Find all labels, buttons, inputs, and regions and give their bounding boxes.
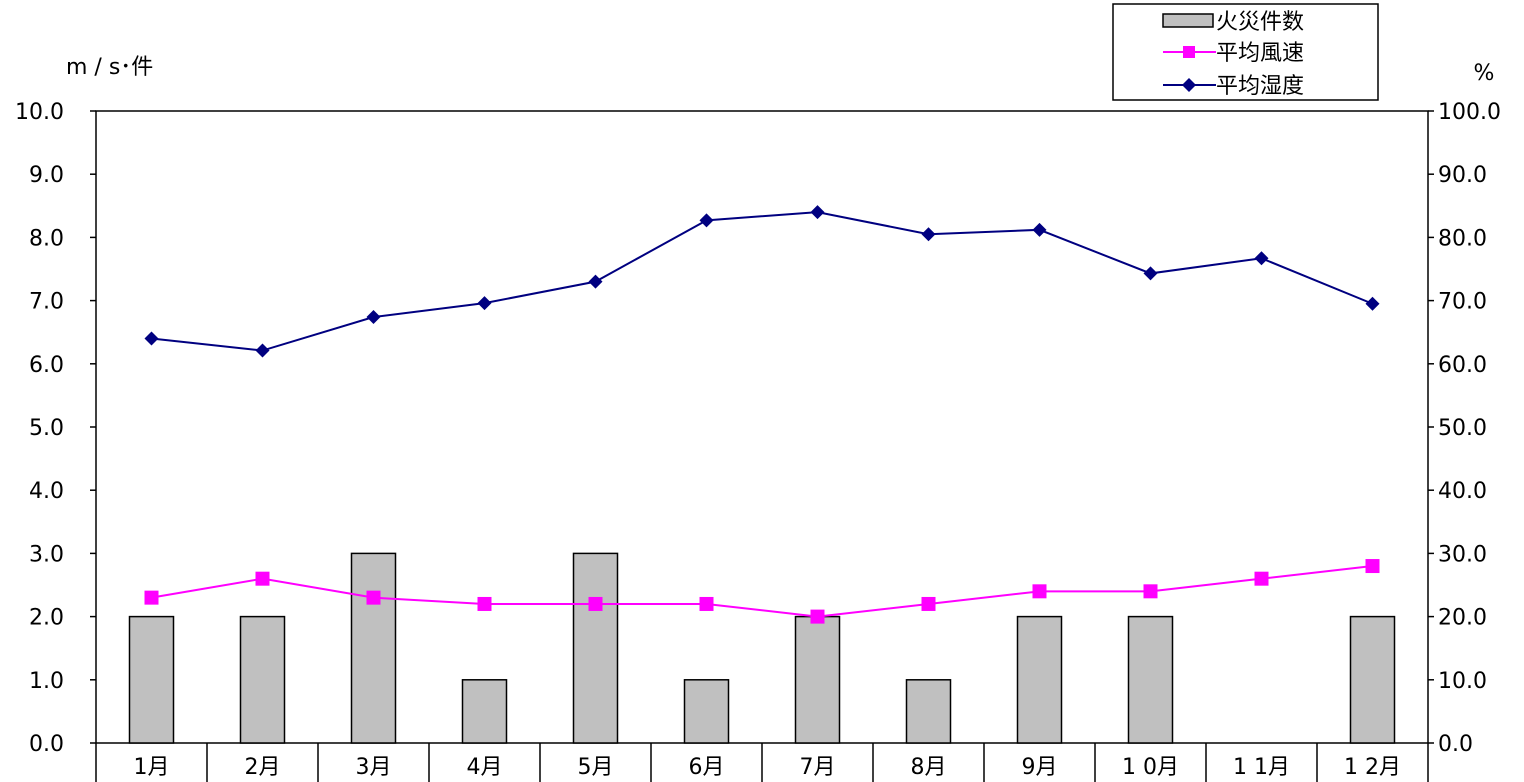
point-wind-speed <box>1144 584 1158 598</box>
bar-fire-count <box>241 617 285 743</box>
left-tick-label: 5.0 <box>29 416 64 441</box>
left-tick-label: 8.0 <box>29 226 64 251</box>
right-tick-label: 80.0 <box>1438 226 1487 251</box>
point-wind-speed <box>1033 584 1047 598</box>
right-tick-label: 50.0 <box>1438 416 1487 441</box>
left-tick-label: 10.0 <box>15 100 64 125</box>
category-label: 8月 <box>911 755 947 780</box>
bar-fire-count <box>1018 617 1062 743</box>
right-axis-unit: % <box>1474 61 1495 86</box>
left-tick-label: 2.0 <box>29 606 64 631</box>
right-tick-label: 70.0 <box>1438 290 1487 315</box>
category-label: 2月 <box>245 755 281 780</box>
point-wind-speed <box>922 597 936 611</box>
bar-fire-count <box>907 680 951 743</box>
category-label: 4月 <box>467 755 503 780</box>
category-axis: 1月 2月 3月 4月 5月 6月 7月 8月 9月 1 0月 1 1月 1 2月 <box>96 743 1428 782</box>
point-wind-speed <box>1255 572 1269 586</box>
point-wind-speed <box>145 591 159 605</box>
right-tick-label: 20.0 <box>1438 606 1487 631</box>
legend-marker-wind-speed <box>1183 46 1195 58</box>
category-label: 3月 <box>356 755 392 780</box>
bar-fire-count <box>463 680 507 743</box>
bar-fire-count <box>352 553 396 743</box>
left-tick-label: 4.0 <box>29 479 64 504</box>
right-tick-label: 100.0 <box>1438 100 1501 125</box>
legend-label-humidity: 平均湿度 <box>1216 74 1304 99</box>
point-wind-speed <box>700 597 714 611</box>
category-label: 1 1月 <box>1233 755 1290 780</box>
category-label: 7月 <box>800 755 836 780</box>
bar-fire-count <box>130 617 174 743</box>
bar-fire-count <box>1129 617 1173 743</box>
right-tick-label: 30.0 <box>1438 542 1487 567</box>
left-tick-label: 7.0 <box>29 290 64 315</box>
point-wind-speed <box>1366 559 1380 573</box>
point-wind-speed <box>478 597 492 611</box>
right-tick-label: 90.0 <box>1438 163 1487 188</box>
bar-fire-count <box>574 553 618 743</box>
bar-fire-count <box>796 617 840 743</box>
right-tick-label: 10.0 <box>1438 669 1487 694</box>
point-wind-speed <box>256 572 270 586</box>
legend-label-wind-speed: 平均風速 <box>1216 41 1304 66</box>
category-label: 1月 <box>134 755 170 780</box>
left-tick-label: 9.0 <box>29 163 64 188</box>
category-label: 1 2月 <box>1344 755 1401 780</box>
left-tick-label: 3.0 <box>29 542 64 567</box>
category-label: 1 0月 <box>1122 755 1179 780</box>
right-tick-label: 60.0 <box>1438 353 1487 378</box>
left-tick-label: 0.0 <box>29 732 64 757</box>
right-axis-ticks: 0.0 10.0 20.0 30.0 40.0 50.0 60.0 70.0 80.0 90.0 1… <box>1428 100 1501 757</box>
left-tick-label: 6.0 <box>29 353 64 378</box>
category-label: 9月 <box>1022 755 1058 780</box>
left-tick-label: 1.0 <box>29 669 64 694</box>
legend-swatch-fire-count <box>1163 14 1213 27</box>
bar-fire-count <box>685 680 729 743</box>
plot-border <box>96 111 1428 743</box>
legend-label-fire-count: 火災件数 <box>1216 10 1304 35</box>
point-wind-speed <box>811 610 825 624</box>
left-axis-unit: m / s･件 <box>66 55 153 80</box>
legend: 火災件数 平均風速 平均湿度 <box>1113 4 1378 100</box>
right-tick-label: 40.0 <box>1438 479 1487 504</box>
point-wind-speed <box>367 591 381 605</box>
category-label: 5月 <box>578 755 614 780</box>
point-wind-speed <box>589 597 603 611</box>
plot-area <box>96 111 1428 743</box>
category-label: 6月 <box>689 755 725 780</box>
bar-fire-count <box>1351 617 1395 743</box>
left-axis-ticks: 0.0 1.0 2.0 3.0 4.0 5.0 6.0 7.0 8.0 9.0 10.0 <box>15 100 96 757</box>
right-tick-label: 0.0 <box>1438 732 1473 757</box>
